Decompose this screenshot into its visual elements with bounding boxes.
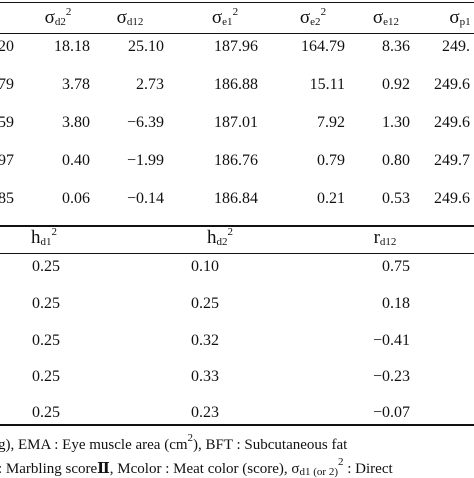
bottom-table-header-sup: 2 [52, 226, 58, 238]
footnote-1-text-a: g), EMA : Eye muscle area (cm [0, 437, 188, 453]
bottom-table-header-2: rd12 [355, 226, 415, 249]
bottom-table-cell: 0.25 [0, 332, 60, 350]
bottom-table-cell: 0.18 [340, 295, 410, 313]
top-table-header-1: σd22 [28, 6, 88, 29]
bottom-header-rule [0, 253, 474, 254]
top-table-header-symbol: σ [449, 7, 459, 28]
top-table-cell: 3.80 [20, 114, 90, 132]
bottom-table-cell: 0.25 [0, 258, 60, 276]
top-table-header-sub: p1 [460, 16, 471, 28]
top-table-cell: 164.79 [275, 38, 345, 56]
top-table-cell: −1.99 [94, 152, 164, 170]
footnote-line-1: g), EMA : Eye muscle area (cm2), BFT : S… [0, 432, 347, 454]
top-table-cell: 186.76 [188, 152, 258, 170]
top-table-cell: 249.6 [400, 76, 470, 94]
top-table-cell: 0.21 [275, 190, 345, 208]
bottom-table-header-sup: 2 [228, 226, 234, 238]
footnote-1-text-b: ), BFT : Subcutaneous fat [193, 437, 347, 453]
top-table-header-sub: d2 [55, 16, 66, 28]
top-table-cell: 0.06 [20, 190, 90, 208]
top-table-cell: 2.73 [94, 76, 164, 94]
top-table-header-symbol: σ [300, 7, 310, 28]
top-table-header-symbol: σ [373, 7, 383, 28]
top-table-cell: 186.88 [188, 76, 258, 94]
footnote-2-sub: d1 (or 2) [300, 466, 339, 478]
top-table-cell: 15.11 [275, 76, 345, 94]
top-table-cell: −6.39 [94, 114, 164, 132]
top-table-header-sub: e2 [310, 16, 320, 28]
top-table-header-sub: e12 [383, 16, 399, 28]
top-table-header-symbol: σ [212, 7, 222, 28]
top-table-cell: 20 [0, 38, 14, 56]
top-table-header-sup: 2 [233, 6, 239, 18]
top-table-cell: 187.01 [188, 114, 258, 132]
bottom-table-cell: 0.25 [0, 404, 60, 422]
bottom-table-cell: 0.33 [149, 368, 219, 386]
bottom-table-cell: 0.25 [0, 295, 60, 313]
top-table-header-sub: e1 [222, 16, 232, 28]
bottom-table-cell: 0.75 [340, 258, 410, 276]
top-table-header-2: σd12 [100, 6, 160, 29]
bottom-table-cell: −0.07 [340, 404, 410, 422]
top-table-cell: 0.79 [275, 152, 345, 170]
bottom-table-cell: 0.25 [149, 295, 219, 313]
top-table-header-sup: 2 [66, 6, 72, 18]
footnote-2-text-a: : Marbling score [0, 461, 97, 477]
bottom-rule [0, 424, 474, 426]
top-table-header-5: σe12 [356, 6, 416, 29]
top-table-header-4: σe22 [283, 6, 343, 29]
top-table-cell: 25.10 [94, 38, 164, 56]
footnote-2-text-b: , Mcolor : Meat color (score), σ [110, 461, 300, 477]
top-table-cell: 79 [0, 76, 14, 94]
top-table-cell: 249.6 [400, 190, 470, 208]
top-table-cell: 249.6 [400, 114, 470, 132]
top-table-cell: 186.84 [188, 190, 258, 208]
top-table-cell: 59 [0, 114, 14, 132]
top-table-cell: 18.18 [20, 38, 90, 56]
bottom-table-cell: −0.41 [340, 332, 410, 350]
top-table-header-symbol: σ [117, 7, 127, 28]
bottom-table-cell: −0.23 [340, 368, 410, 386]
top-table-cell: 187.96 [188, 38, 258, 56]
top-table-cell: 0.40 [20, 152, 90, 170]
bottom-table-cell: 0.25 [0, 368, 60, 386]
top-table-cell: 7.92 [275, 114, 345, 132]
footnote-2-text-c: : Direct [344, 461, 393, 477]
footnote-line-2: : Marbling scoreⅡ, Mcolor : Meat color (… [0, 456, 393, 478]
bottom-table-header-sub: d1 [41, 236, 52, 248]
top-table-header-sub: d12 [127, 16, 144, 28]
bottom-table-header-sub: d2 [217, 236, 228, 248]
bottom-table-header-0: hd12 [14, 226, 74, 249]
bottom-table-cell: 0.23 [149, 404, 219, 422]
bottom-table-cell: 0.32 [149, 332, 219, 350]
top-table-cell: 85 [0, 190, 14, 208]
top-table-header-6: σp1 [430, 6, 474, 29]
top-table-cell: 3.78 [20, 76, 90, 94]
bottom-table-header-symbol: h [207, 227, 217, 248]
top-table-cell: 97 [0, 152, 14, 170]
bottom-table-header-symbol: h [31, 227, 41, 248]
footnote-2-roman: Ⅱ [97, 461, 110, 477]
top-table-header-3: σe12 [195, 6, 255, 29]
bottom-table-cell: 0.10 [149, 258, 219, 276]
top-table-header-0: 2 [0, 6, 26, 29]
top-table-header-sup: 2 [321, 6, 327, 18]
header-rule [0, 33, 474, 34]
top-table-cell: 249. [400, 38, 470, 56]
top-table-cell: 249.7 [400, 152, 470, 170]
top-table-header-symbol: σ [45, 7, 55, 28]
bottom-table-header-1: hd22 [190, 226, 250, 249]
top-table-cell: −0.14 [94, 190, 164, 208]
bottom-table-header-sub: d12 [380, 236, 397, 248]
top-rule [0, 2, 474, 3]
